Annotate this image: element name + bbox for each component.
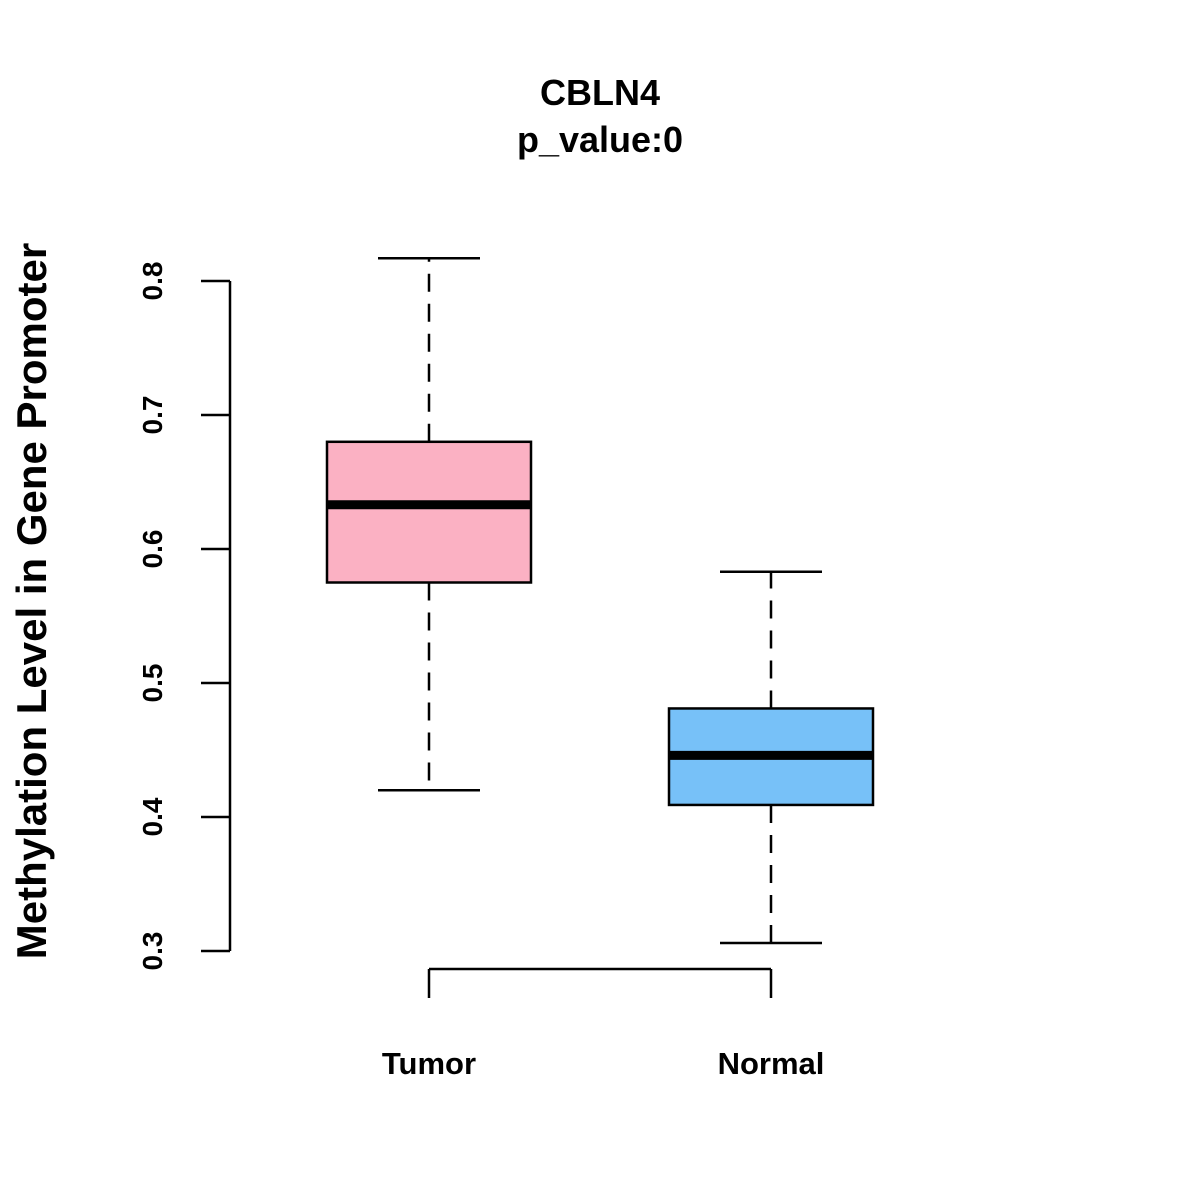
- x-axis: [427, 967, 773, 998]
- y-tick-label: 0.4: [137, 797, 168, 836]
- box-tumor: [325, 256, 533, 792]
- chart-title: CBLN4: [540, 72, 660, 113]
- y-tick-label: 0.8: [137, 262, 168, 301]
- y-axis-label: Methylation Level in Gene Promoter: [8, 243, 55, 959]
- chart-subtitle: p_value:0: [517, 119, 683, 160]
- x-category-label: Normal: [718, 1046, 825, 1081]
- y-tick-label: 0.3: [137, 932, 168, 971]
- y-tick-label: 0.6: [137, 530, 168, 569]
- y-tick-label: 0.7: [137, 396, 168, 435]
- iqr-box: [325, 440, 533, 584]
- x-category-label: Tumor: [382, 1046, 476, 1081]
- box-normal: [667, 570, 875, 945]
- category-labels: Tumor Normal: [382, 1046, 824, 1081]
- box-series: [325, 256, 875, 945]
- y-axis: 0.3 0.4 0.5 0.6 0.7 0.8: [137, 262, 232, 971]
- y-tick-label: 0.5: [137, 664, 168, 703]
